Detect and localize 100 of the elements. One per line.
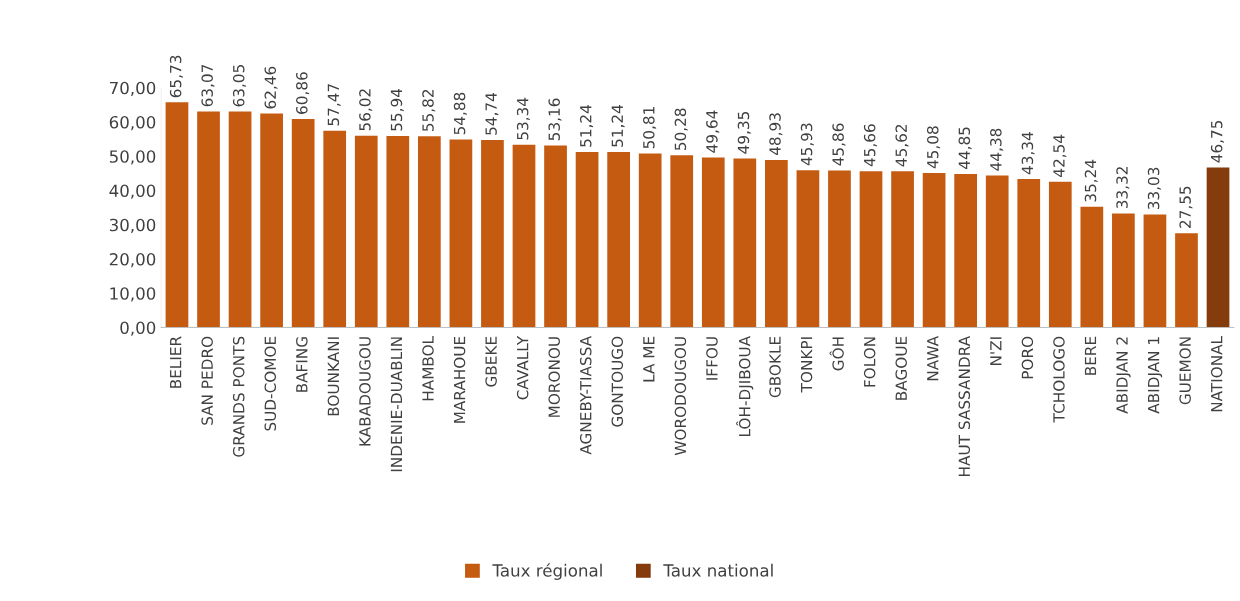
data-label: 63,07 xyxy=(201,64,215,107)
x-tick-label: INDENIE-DUABLIN xyxy=(390,337,403,472)
bar xyxy=(607,152,630,328)
y-tick-label: 20,00 xyxy=(109,252,156,268)
data-label: 49,64 xyxy=(706,110,720,153)
bar xyxy=(828,170,851,328)
bar xyxy=(1175,233,1198,328)
x-tick-label: BELIER xyxy=(170,336,182,388)
x-tick-label: ABIDJAN 2 xyxy=(1116,337,1131,414)
data-label: 44,85 xyxy=(958,127,972,170)
x-tick-label: GONTOUGO xyxy=(611,336,624,427)
data-label: 43,34 xyxy=(1021,132,1035,175)
x-tick-label: WORODOUGOU xyxy=(674,337,687,456)
bar xyxy=(638,153,662,328)
data-label: 62,46 xyxy=(264,66,278,109)
x-tick-label: AGNEBY-TIASSA xyxy=(579,336,592,455)
data-label: 54,74 xyxy=(485,93,499,135)
bar xyxy=(796,170,820,328)
x-tick-label: SUD-COMOE xyxy=(264,336,277,431)
x-tick-label: CAVALLY xyxy=(516,335,529,400)
x-tick-label: BOUNKANI xyxy=(327,337,340,416)
data-label: 56,02 xyxy=(359,89,373,131)
bar xyxy=(765,159,788,328)
x-tick-label: GBEKE xyxy=(485,336,497,387)
x-tick-label: GRANDS PONTS xyxy=(232,336,245,457)
bar xyxy=(859,171,883,328)
data-label: 63,05 xyxy=(232,65,247,107)
bar xyxy=(701,157,725,328)
bar xyxy=(575,152,599,328)
data-label: 53,34 xyxy=(516,97,530,140)
x-tick-label: HAUT SASSANDRA xyxy=(958,336,971,476)
x-tick-label: MORONOU xyxy=(548,337,560,417)
data-label: 51,24 xyxy=(611,105,625,147)
y-tick-label: 10,00 xyxy=(110,287,156,302)
data-label: 33,32 xyxy=(1116,167,1130,209)
bar xyxy=(954,173,978,328)
bar xyxy=(165,102,189,328)
bar xyxy=(985,175,1009,328)
data-label: 48,93 xyxy=(769,113,783,156)
data-label: 45,08 xyxy=(926,126,941,169)
bar xyxy=(922,173,946,328)
y-tick-label: 40,00 xyxy=(109,184,156,199)
bar xyxy=(1080,206,1104,328)
data-label: 49,35 xyxy=(737,111,751,154)
data-label: 42,54 xyxy=(1053,134,1067,177)
y-tick-label: 50,00 xyxy=(109,150,156,165)
data-label: 60,86 xyxy=(296,72,310,114)
bar xyxy=(733,158,757,328)
x-tick-label: FOLON xyxy=(863,337,876,387)
legend-label: Taux national xyxy=(663,563,773,577)
legend-label: Taux régional xyxy=(492,563,602,580)
data-label: 54,88 xyxy=(453,92,467,135)
x-tick-label: ABIDJAN 1 xyxy=(1148,337,1163,414)
data-label: 51,24 xyxy=(579,105,594,147)
y-tick-label: 0,00 xyxy=(120,321,156,336)
x-tick-label: GÔH xyxy=(829,337,844,371)
bar xyxy=(512,144,536,328)
x-tick-label: GBOKLE xyxy=(769,336,781,398)
bar xyxy=(260,113,283,328)
bar xyxy=(449,139,473,328)
y-tick-label: 60,00 xyxy=(109,115,156,131)
data-label: 65,73 xyxy=(169,55,183,98)
y-tick-label: 30,00 xyxy=(109,218,156,234)
bar xyxy=(481,140,504,328)
x-tick-label: KABADOUGOU xyxy=(359,337,371,446)
x-tick-label: BERE xyxy=(1084,336,1097,375)
bar xyxy=(291,119,315,328)
data-label: 50,28 xyxy=(674,108,688,151)
bar xyxy=(197,111,220,328)
bar xyxy=(386,135,410,328)
y-tick-label: 70,00 xyxy=(109,81,156,97)
data-label: 57,47 xyxy=(327,84,341,126)
x-tick-label: LA ME xyxy=(643,336,655,382)
data-label: 53,16 xyxy=(548,98,562,141)
x-tick-label: SAN PEDRO xyxy=(201,336,213,425)
data-label: 45,62 xyxy=(895,124,909,167)
data-label: 45,86 xyxy=(832,123,846,166)
bar xyxy=(417,136,441,328)
bar xyxy=(1143,214,1167,328)
bar xyxy=(1206,167,1230,328)
x-tick-label: TONKPI xyxy=(800,337,813,393)
x-tick-label: GUEMON xyxy=(1179,337,1191,405)
bar xyxy=(891,171,914,328)
x-tick-label: TCHOLOGO xyxy=(1053,336,1065,423)
data-label: 45,93 xyxy=(800,123,814,166)
data-label: 44,38 xyxy=(990,128,1004,171)
data-label: 55,82 xyxy=(422,90,436,132)
x-tick-label: PORO xyxy=(1021,336,1034,379)
bar xyxy=(354,135,378,328)
bar xyxy=(1048,181,1072,328)
x-tick-label: BAFING xyxy=(296,337,308,392)
bar xyxy=(323,130,347,328)
x-tick-label: NAWA xyxy=(927,336,939,381)
bar xyxy=(670,155,694,328)
bar xyxy=(1017,179,1041,328)
data-label: 46,75 xyxy=(1210,120,1225,163)
x-tick-label: BAGOUE xyxy=(895,336,907,400)
bar xyxy=(544,145,567,328)
data-label: 55,94 xyxy=(390,88,404,131)
x-tick-label: N'ZI xyxy=(990,337,1002,365)
